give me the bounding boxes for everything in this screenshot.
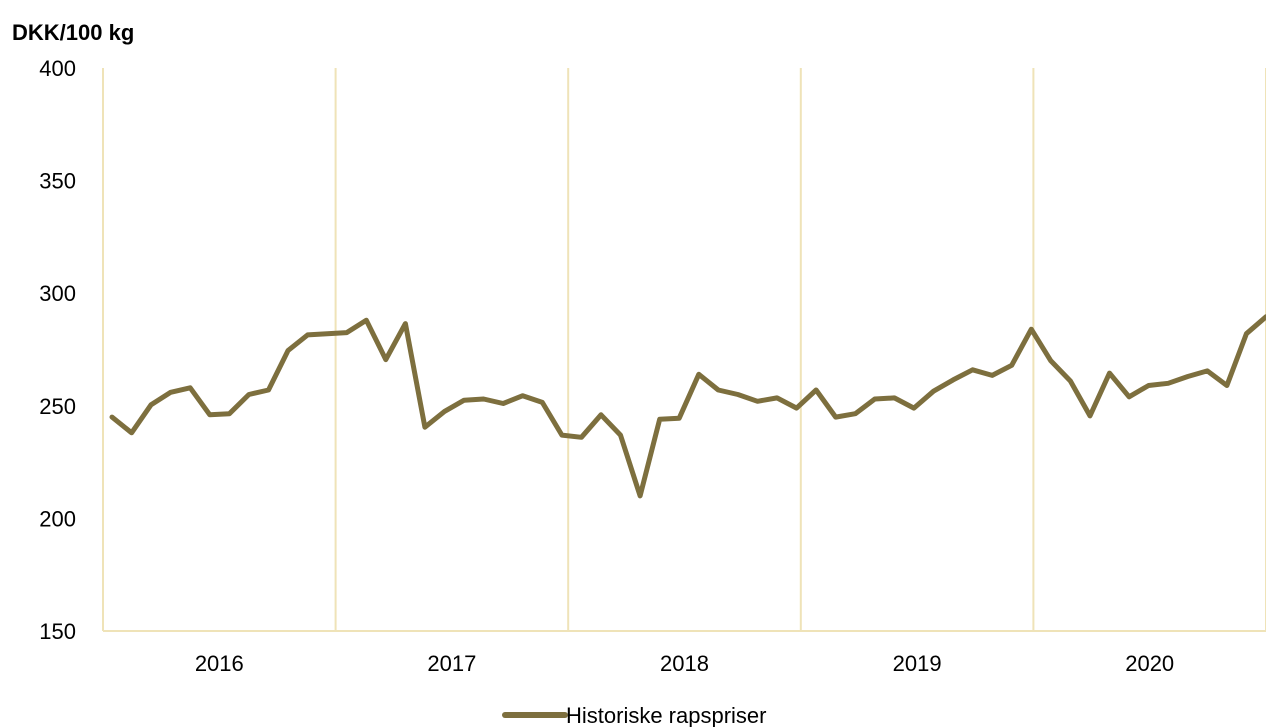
y-tick-label: 150: [39, 619, 76, 644]
x-tick-label: 2019: [893, 651, 942, 676]
y-tick-label: 200: [39, 506, 76, 531]
y-tick-label: 400: [39, 56, 76, 81]
y-axis-unit-title: DKK/100 kg: [12, 20, 134, 45]
y-tick-label: 250: [39, 394, 76, 419]
series-group: [109, 314, 1266, 499]
x-tick-label: 2017: [427, 651, 476, 676]
x-tick-label: 2018: [660, 651, 709, 676]
y-tick-label: 300: [39, 281, 76, 306]
y-tick-labels: 400 350 300 250 200 150: [39, 56, 76, 644]
x-tick-labels: 2016 2017 2018 2019 2020: [195, 651, 1174, 676]
vertical-gridlines: [334, 68, 1266, 631]
x-tick-label: 2020: [1125, 651, 1174, 676]
legend: Historiske rapspriser: [502, 703, 767, 727]
legend-label: Historiske rapspriser: [566, 703, 767, 727]
series-line: [109, 314, 1266, 499]
axes: [102, 68, 1266, 632]
x-tick-label: 2016: [195, 651, 244, 676]
y-tick-label: 350: [39, 169, 76, 194]
